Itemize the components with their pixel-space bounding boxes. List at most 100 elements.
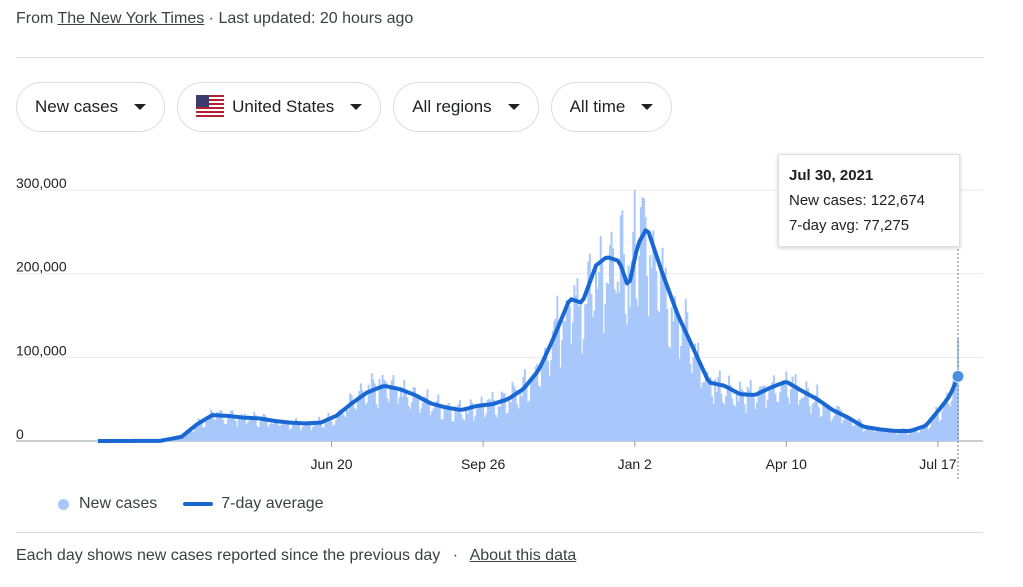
- daily-case-bar: [725, 396, 727, 441]
- location-dropdown[interactable]: United States: [177, 82, 382, 132]
- daily-case-bar: [803, 394, 806, 441]
- daily-case-bar: [443, 407, 446, 441]
- daily-case-bar: [745, 412, 748, 441]
- hover-point: [951, 369, 965, 383]
- daily-case-bar: [698, 364, 701, 441]
- region-dropdown[interactable]: All regions: [393, 82, 539, 132]
- daily-case-bar: [578, 306, 581, 441]
- daily-case-bar: [237, 418, 240, 441]
- daily-case-bar: [203, 427, 206, 441]
- daily-case-bar: [678, 358, 681, 441]
- daily-case-bar: [458, 400, 461, 441]
- daily-case-bar: [372, 379, 375, 441]
- daily-case-bar: [777, 402, 780, 441]
- daily-case-bar: [356, 399, 359, 441]
- daily-case-bar: [613, 289, 616, 441]
- daily-case-bar: [731, 398, 734, 441]
- daily-case-bar: [264, 414, 267, 441]
- daily-case-bar: [510, 402, 512, 441]
- daily-case-bar: [485, 413, 488, 441]
- daily-case-bar: [460, 414, 463, 441]
- daily-case-bar: [431, 411, 434, 441]
- daily-case-bar: [335, 420, 338, 441]
- daily-case-bar: [338, 409, 341, 441]
- daily-case-bar: [867, 426, 870, 441]
- daily-case-bar: [216, 412, 219, 441]
- daily-case-bar: [822, 402, 825, 441]
- daily-case-bar: [805, 381, 808, 441]
- daily-case-bar: [400, 386, 403, 441]
- daily-case-bar: [626, 324, 628, 441]
- daily-case-bar: [250, 418, 253, 441]
- daily-case-bar: [513, 386, 516, 441]
- daily-case-bar: [434, 406, 437, 441]
- daily-case-bar: [454, 406, 457, 441]
- daily-case-bar: [825, 405, 828, 441]
- daily-case-bar: [500, 391, 503, 441]
- daily-case-bar: [646, 276, 649, 441]
- daily-case-bar: [709, 377, 712, 441]
- daily-case-bar: [579, 304, 582, 441]
- chart-legend: New cases 7-day average: [58, 495, 324, 513]
- daily-case-bar: [270, 422, 273, 441]
- daily-case-bar: [499, 406, 502, 441]
- daily-case-bar: [423, 396, 426, 441]
- daily-case-bar: [885, 432, 888, 441]
- tooltip: Jul 30, 2021 New cases: 122,674 7-day av…: [778, 154, 960, 247]
- daily-case-bar: [686, 312, 689, 441]
- daily-case-bar: [853, 425, 856, 441]
- metric-dropdown[interactable]: New cases: [16, 82, 166, 132]
- daily-case-bar: [723, 404, 726, 441]
- divider-bottom: [16, 532, 983, 533]
- daily-case-bar: [892, 429, 895, 441]
- daily-case-bar: [830, 421, 833, 441]
- daily-case-bar: [568, 306, 571, 441]
- legend-average: 7-day average: [221, 495, 324, 512]
- daily-case-bar: [694, 343, 697, 441]
- daily-case-bar: [234, 420, 237, 441]
- daily-case-bar: [557, 327, 560, 441]
- daily-case-bar: [236, 426, 239, 441]
- daily-case-bar: [873, 432, 876, 441]
- daily-case-bar: [879, 428, 882, 441]
- daily-case-bar: [899, 430, 902, 441]
- daily-case-bar: [298, 425, 301, 441]
- daily-case-bar: [669, 348, 672, 441]
- daily-case-bar: [281, 424, 284, 441]
- daily-case-bar: [806, 388, 809, 441]
- daily-case-bar: [432, 408, 435, 441]
- daily-case-bar: [480, 396, 483, 441]
- cases-chart[interactable]: 300,000 200,000 100,000 0 Jun 20 Sep 26 Jan 2…: [0, 150, 1000, 480]
- daily-case-bar: [562, 320, 565, 441]
- daily-case-bar: [222, 419, 225, 441]
- daily-case-bar: [629, 307, 632, 441]
- daily-case-bar: [793, 383, 796, 441]
- daily-case-bar: [523, 369, 526, 441]
- daily-case-bar: [837, 406, 840, 441]
- daily-case-bar: [276, 420, 279, 441]
- daily-case-bar: [941, 410, 944, 441]
- nyt-link[interactable]: The New York Times: [57, 10, 205, 27]
- daily-case-bar: [649, 255, 652, 441]
- daily-case-bar: [219, 410, 222, 441]
- daily-case-bar: [673, 296, 676, 441]
- daily-case-bar: [652, 230, 655, 441]
- about-data-link[interactable]: About this data: [469, 547, 577, 564]
- y-tick-label: 200,000: [16, 259, 67, 275]
- daily-case-bar: [256, 426, 259, 441]
- daily-case-bar: [587, 261, 590, 441]
- time-range-dropdown[interactable]: All time: [550, 82, 673, 132]
- daily-case-bar: [324, 421, 327, 441]
- daily-case-bar: [536, 363, 539, 441]
- daily-case-bar: [398, 397, 401, 441]
- daily-case-bar: [417, 398, 420, 441]
- daily-case-bar: [245, 424, 248, 441]
- daily-case-bar: [755, 402, 758, 441]
- daily-case-bar: [369, 390, 372, 441]
- daily-case-bar: [395, 390, 398, 441]
- daily-case-bar: [664, 267, 667, 441]
- daily-case-bar: [347, 410, 350, 441]
- daily-case-bar: [363, 394, 366, 441]
- daily-case-bar: [901, 428, 904, 441]
- daily-case-bar: [644, 217, 647, 441]
